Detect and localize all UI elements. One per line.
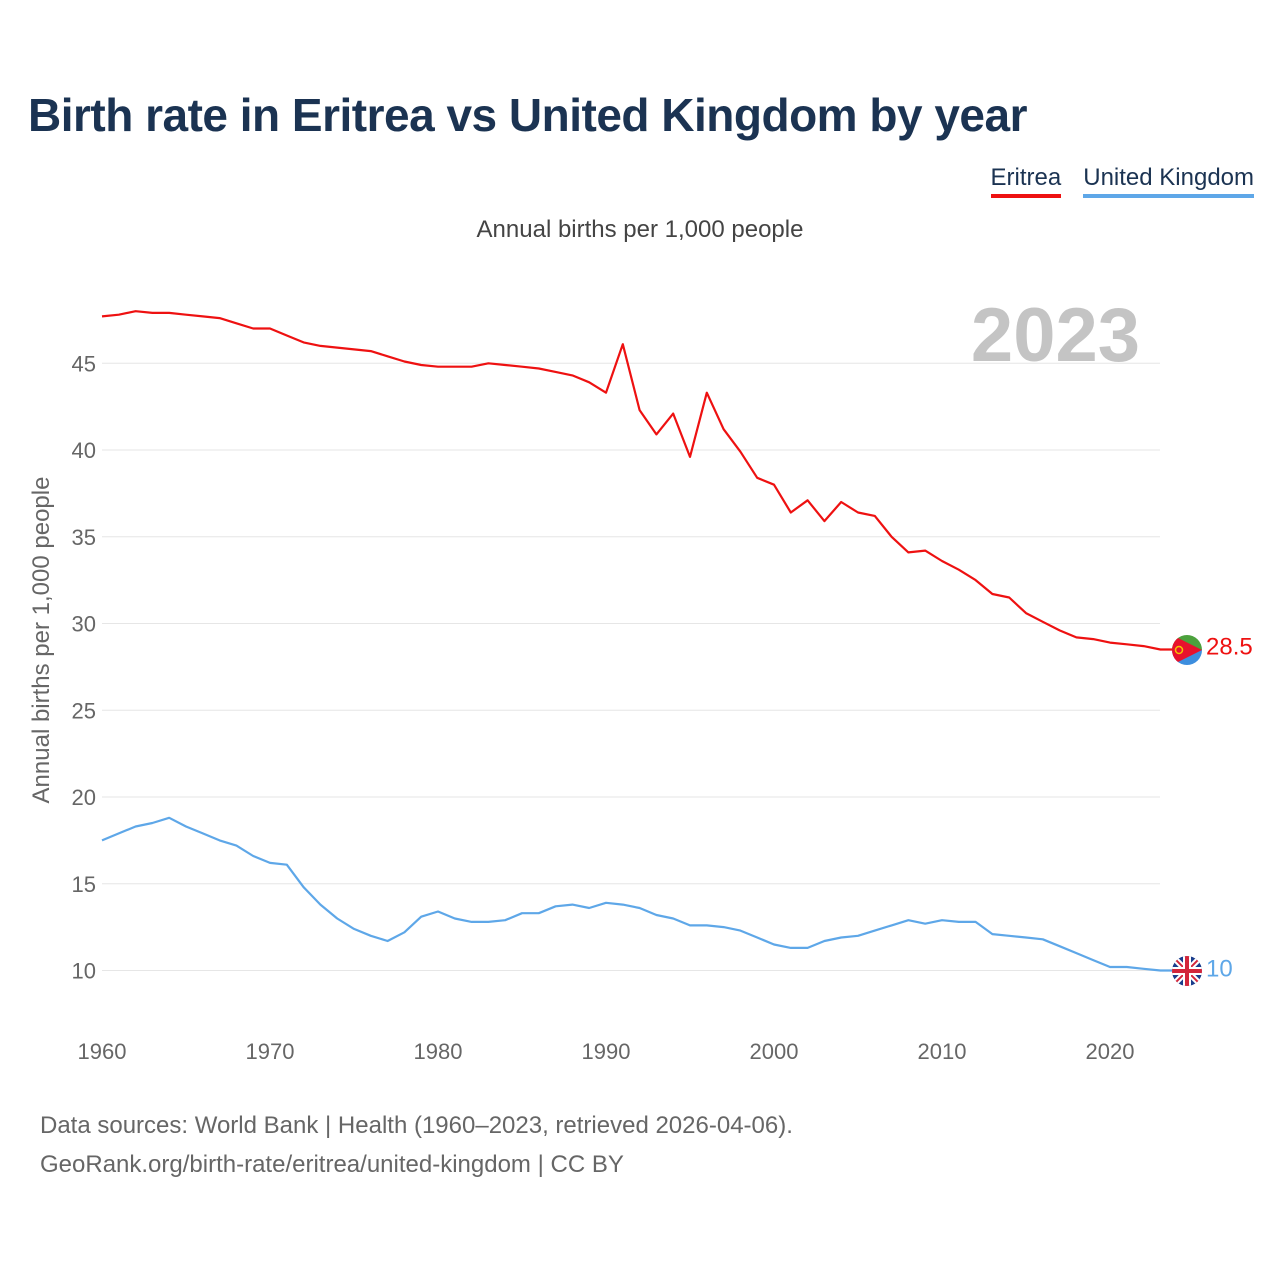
eritrea-end-value: 28.5 (1206, 634, 1253, 661)
y-tick-15: 15 (72, 872, 96, 897)
x-tick-1960: 1960 (78, 1039, 127, 1064)
grid-lines (102, 362, 1160, 971)
y-tick-45: 45 (72, 351, 96, 376)
series-line-eritrea[interactable] (101, 310, 1176, 651)
legend-item-united-kingdom[interactable]: United Kingdom (1083, 164, 1254, 198)
chart-subtitle: Annual births per 1,000 people (476, 216, 804, 243)
y-tick-labels: 10 15 20 25 30 35 40 45 (72, 351, 96, 983)
uk-flag-icon (1172, 956, 1202, 986)
legend: Eritrea United Kingdom (990, 164, 1254, 198)
y-tick-40: 40 (72, 438, 96, 463)
x-tick-labels: 1960 1970 1980 1990 2000 2010 2020 (78, 1039, 1135, 1064)
y-tick-25: 25 (72, 698, 96, 723)
year-badge: 2023 (971, 293, 1140, 378)
x-tick-1980: 1980 (414, 1039, 463, 1064)
x-tick-2000: 2000 (750, 1039, 799, 1064)
eritrea-flag-icon (1172, 635, 1202, 665)
uk-end-value: 10 (1206, 956, 1233, 983)
source-line-2[interactable]: GeoRank.org/birth-rate/eritrea/united-ki… (40, 1151, 624, 1178)
x-tick-2020: 2020 (1086, 1039, 1135, 1064)
x-tick-2010: 2010 (918, 1039, 967, 1064)
source-note: Data sources: World Bank | Health (1960–… (40, 1106, 793, 1184)
legend-item-eritrea[interactable]: Eritrea (990, 164, 1062, 198)
series-line-united-kingdom[interactable] (101, 816, 1176, 972)
x-tick-1970: 1970 (246, 1039, 295, 1064)
source-line-1: Data sources: World Bank | Health (1960–… (40, 1112, 793, 1139)
y-tick-35: 35 (72, 525, 96, 550)
series-lines (101, 310, 1176, 972)
y-tick-20: 20 (72, 785, 96, 810)
y-tick-10: 10 (72, 959, 96, 984)
chart-title: Birth rate in Eritrea vs United Kingdom … (28, 89, 1027, 141)
x-tick-1990: 1990 (582, 1039, 631, 1064)
y-tick-30: 30 (72, 612, 96, 637)
